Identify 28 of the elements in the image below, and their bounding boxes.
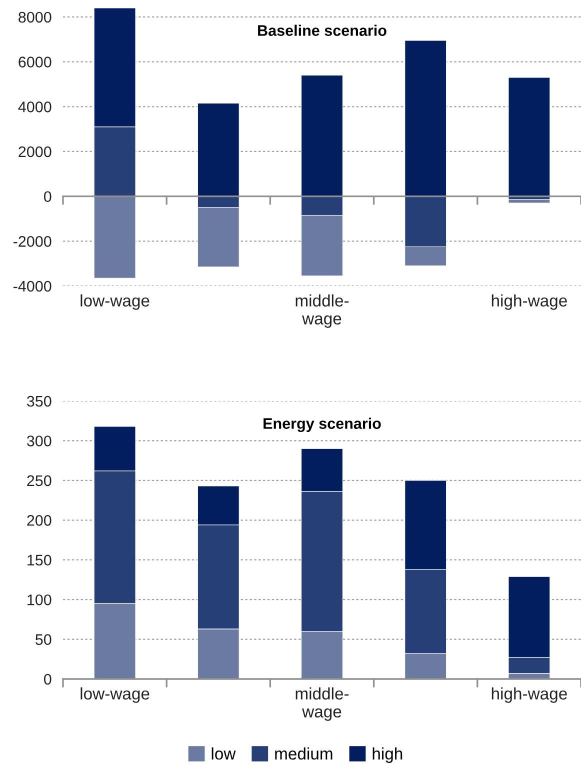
y-tick-label: 0 [44, 191, 52, 202]
y-tick-label: 0 [44, 674, 52, 685]
y-tick-label: -2000 [13, 236, 52, 247]
y-tick-label: 150 [28, 554, 52, 566]
y-tick-label: 250 [27, 475, 52, 486]
x-tick-label: low-wage [80, 687, 150, 703]
y-tick-label: 8000 [18, 12, 52, 23]
y-tick-label: -4000 [13, 280, 52, 292]
bar [508, 199, 550, 204]
x-tick-label: high-wage [492, 687, 567, 703]
y-tick-label: 6000 [18, 56, 52, 68]
x-tick-label: middle- wage [296, 294, 349, 328]
x-tick-label: middle- wage [296, 687, 349, 721]
y-tick-label: 350 [26, 396, 52, 407]
bar [508, 77, 550, 197]
y-tick-label: 100 [28, 594, 52, 606]
y-tick-label: 300 [26, 436, 52, 446]
legend-label: medium [275, 747, 332, 760]
x-tick-label: high-wage [492, 294, 567, 310]
y-tick-label: 4000 [18, 102, 52, 112]
y-tick-label: 2000 [18, 146, 52, 158]
text: Baseline scenario [258, 24, 386, 36]
y-tick-label: 200 [27, 515, 52, 526]
text: Energy scenario [264, 418, 381, 432]
legend-label: low [212, 747, 236, 760]
y-tick-label: 50 [36, 634, 52, 645]
legend-label: high [372, 747, 402, 763]
x-tick-label: low-wage [80, 294, 150, 310]
